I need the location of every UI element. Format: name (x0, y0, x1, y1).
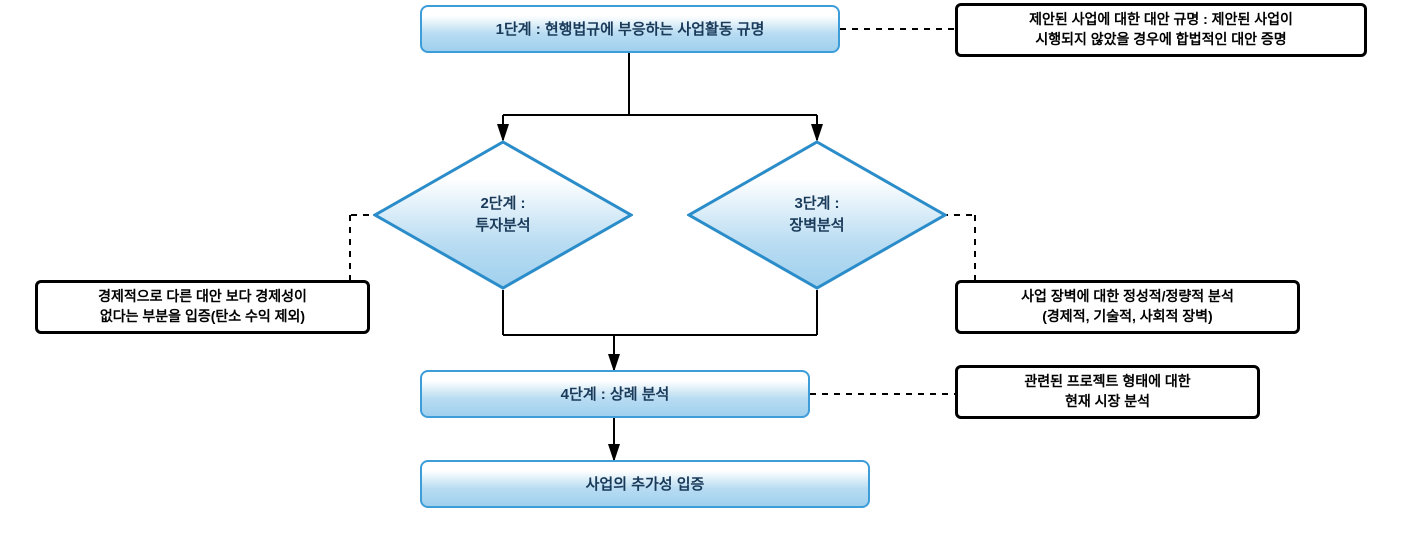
step2-side-line1: 경제적으로 다른 대안 보다 경제성이 (98, 287, 307, 307)
step2-side-line2: 없다는 부분을 입증(탄소 수익 제외) (98, 307, 307, 327)
step4-label: 4단계 : 상례 분석 (561, 384, 670, 405)
step2-diamond: 2단계 : 투자분석 (373, 140, 633, 290)
step1-side-line1: 제안된 사업에 대한 대안 규명 : 제안된 사업이 (1029, 10, 1293, 30)
step4-side-box: 관련된 프로젝트 형태에 대한 현재 시장 분석 (955, 365, 1260, 419)
step4-side-line1: 관련된 프로젝트 형태에 대한 (1024, 372, 1190, 392)
step1-side-line2: 시행되지 않았을 경우에 합법적인 대안 증명 (1029, 30, 1293, 50)
step3-label-line2: 장벽분석 (789, 215, 844, 238)
step3-side-line2: (경제적, 기술적, 사회적 장벽) (1021, 307, 1234, 327)
step2-label-line2: 투자분석 (475, 215, 530, 238)
final-label: 사업의 추가성 입증 (586, 474, 705, 495)
step2-side-box: 경제적으로 다른 대안 보다 경제성이 없다는 부분을 입증(탄소 수익 제외) (35, 280, 370, 334)
step1-side-box: 제안된 사업에 대한 대안 규명 : 제안된 사업이 시행되지 않았을 경우에 … (955, 3, 1367, 57)
step3-side-line1: 사업 장벽에 대한 정성적/정량적 분석 (1021, 287, 1234, 307)
step1-box: 1단계 : 현행법규에 부응하는 사업활동 규명 (420, 5, 840, 53)
step4-side-line2: 현재 시장 분석 (1024, 392, 1190, 412)
step4-box: 4단계 : 상례 분석 (420, 370, 810, 418)
step3-diamond: 3단계 : 장벽분석 (687, 140, 947, 290)
step2-label-line1: 2단계 : (475, 193, 530, 216)
final-box: 사업의 추가성 입증 (420, 460, 870, 508)
step1-label: 1단계 : 현행법규에 부응하는 사업활동 규명 (496, 19, 765, 40)
step3-side-box: 사업 장벽에 대한 정성적/정량적 분석 (경제적, 기술적, 사회적 장벽) (955, 280, 1300, 334)
step3-label-line1: 3단계 : (789, 193, 844, 216)
